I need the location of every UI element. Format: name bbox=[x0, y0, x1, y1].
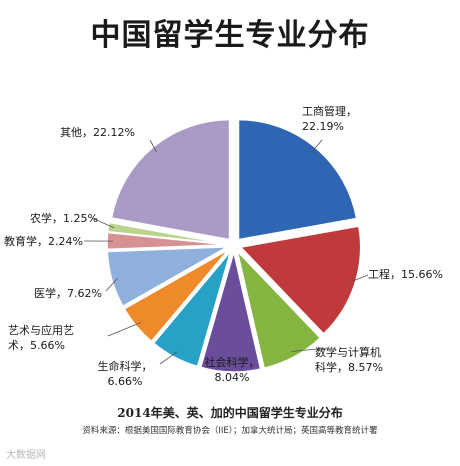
leader-line bbox=[107, 322, 142, 337]
pie-slice bbox=[239, 225, 362, 335]
slice-label: 工程，15.66% bbox=[368, 268, 443, 281]
slice-label: 其他，22.12% bbox=[60, 126, 135, 139]
pie-slice bbox=[110, 118, 231, 241]
pie-slice bbox=[237, 118, 358, 241]
chart-source: 资料来源：根据美国国际教育协会（IIE）；加拿大统计局；英国高等教育统计署 bbox=[82, 426, 378, 436]
slice-label: 教育学，2.24% bbox=[4, 234, 83, 248]
leader-line bbox=[105, 277, 118, 292]
chart-subtitle: 2014年美、英、加的中国留学生专业分布 bbox=[117, 406, 343, 420]
leader-line bbox=[291, 347, 329, 352]
pie-slice bbox=[199, 251, 262, 373]
watermark: 大数据网 bbox=[6, 450, 46, 461]
pie-chart: 工商管理， 22.19% 工程，15.66% 数学与计算机科学，8.57% 社会科学， 8… bbox=[4, 104, 443, 388]
slice-label: 社会科学， 8.04% bbox=[205, 355, 260, 384]
chart-title: 中国留学生专业分布 bbox=[90, 18, 370, 53]
pie-slice bbox=[235, 248, 322, 370]
slice-label: 艺术与应用艺术，5.66% bbox=[8, 323, 74, 352]
leader-line bbox=[91, 217, 115, 229]
pie-slice bbox=[152, 250, 232, 368]
slice-label: 医学，7.62% bbox=[34, 286, 102, 300]
leader-line bbox=[149, 139, 157, 153]
leader-line bbox=[348, 274, 369, 283]
slice-label: 数学与计算机科学，8.57% bbox=[315, 345, 383, 374]
slice-label: 工商管理， 22.19% bbox=[302, 104, 357, 133]
leader-line bbox=[311, 139, 323, 153]
pie-slice bbox=[106, 246, 228, 308]
pie-slice bbox=[123, 248, 230, 343]
leader-line bbox=[159, 351, 178, 365]
slice-label: 农学，1.25% bbox=[30, 211, 98, 225]
pie-slice bbox=[106, 221, 228, 245]
leader-line bbox=[230, 357, 241, 367]
slice-label: 生命科学， 6.66% bbox=[98, 359, 153, 388]
